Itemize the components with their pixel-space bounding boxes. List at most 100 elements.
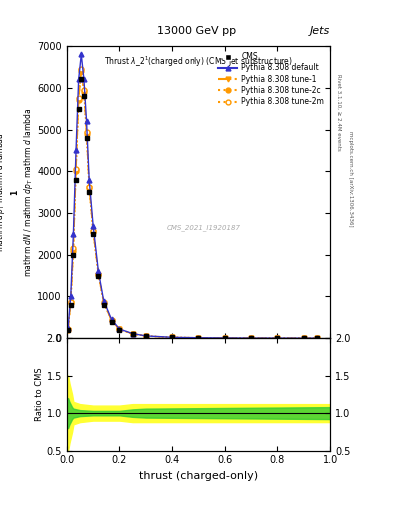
Line: CMS: CMS [66, 77, 320, 340]
CMS [170, 334, 174, 340]
Pythia 8.308 tune-1 [101, 300, 106, 306]
Pythia 8.308 tune-2c [68, 300, 73, 306]
Pythia 8.308 tune-2m [87, 184, 92, 190]
Pythia 8.308 default [79, 51, 84, 57]
Pythia 8.308 default [130, 331, 135, 337]
CMS [71, 252, 76, 258]
Pythia 8.308 tune-1 [130, 331, 135, 337]
Text: Thrust $\lambda\_2^1$(charged only) (CMS jet substructure): Thrust $\lambda\_2^1$(charged only) (CMS… [104, 55, 293, 69]
CMS [314, 335, 319, 341]
Pythia 8.308 tune-1 [66, 327, 70, 333]
Pythia 8.308 default [275, 335, 280, 341]
CMS [66, 327, 70, 333]
Y-axis label: Ratio to CMS: Ratio to CMS [35, 368, 44, 421]
Pythia 8.308 tune-2c [66, 327, 70, 333]
CMS [96, 272, 101, 279]
Text: CMS_2021_I1920187: CMS_2021_I1920187 [167, 224, 241, 230]
Pythia 8.308 tune-1 [96, 272, 101, 278]
Pythia 8.308 default [249, 335, 253, 341]
Text: mcplots.cern.ch [arXiv:1306.3436]: mcplots.cern.ch [arXiv:1306.3436] [348, 132, 353, 227]
Pythia 8.308 default [101, 297, 106, 304]
CMS [130, 331, 135, 337]
Pythia 8.308 tune-1 [76, 97, 81, 103]
Pythia 8.308 default [68, 293, 73, 300]
Pythia 8.308 default [117, 326, 122, 332]
Pythia 8.308 tune-2m [130, 331, 135, 337]
Pythia 8.308 default [87, 177, 92, 183]
Pythia 8.308 tune-1 [196, 335, 201, 341]
X-axis label: thrust (charged-only): thrust (charged-only) [139, 471, 258, 481]
Pythia 8.308 tune-2m [249, 335, 253, 341]
Pythia 8.308 tune-1 [91, 229, 95, 235]
Pythia 8.308 tune-2c [170, 334, 174, 340]
Pythia 8.308 tune-2c [84, 131, 89, 137]
Pythia 8.308 tune-2c [249, 335, 253, 341]
Pythia 8.308 tune-1 [275, 335, 280, 341]
Text: 13000 GeV pp: 13000 GeV pp [157, 26, 236, 36]
Pythia 8.308 default [84, 118, 89, 124]
Pythia 8.308 tune-2c [79, 68, 84, 74]
Pythia 8.308 tune-1 [314, 335, 319, 341]
Pythia 8.308 default [196, 335, 201, 341]
Pythia 8.308 tune-2c [101, 300, 106, 306]
Pythia 8.308 tune-2m [143, 333, 148, 339]
CMS [68, 302, 73, 308]
Pythia 8.308 default [76, 76, 81, 82]
Pythia 8.308 tune-2m [109, 317, 114, 324]
CMS [301, 335, 306, 341]
Pythia 8.308 tune-2m [275, 335, 280, 341]
Pythia 8.308 tune-2c [96, 272, 101, 278]
CMS [196, 335, 201, 341]
Pythia 8.308 tune-2m [314, 335, 319, 341]
Pythia 8.308 tune-2m [76, 95, 81, 101]
Line: Pythia 8.308 tune-1: Pythia 8.308 tune-1 [66, 69, 320, 340]
Pythia 8.308 tune-2c [71, 247, 76, 253]
Pythia 8.308 default [170, 334, 174, 340]
Pythia 8.308 tune-2c [82, 89, 86, 95]
Pythia 8.308 tune-1 [68, 300, 73, 306]
Pythia 8.308 default [91, 222, 95, 228]
Pythia 8.308 tune-2m [68, 299, 73, 305]
Line: Pythia 8.308 tune-2c: Pythia 8.308 tune-2c [66, 69, 320, 340]
Pythia 8.308 default [73, 147, 78, 154]
Pythia 8.308 default [301, 335, 306, 341]
Pythia 8.308 tune-1 [84, 131, 89, 137]
Pythia 8.308 tune-1 [109, 317, 114, 324]
Pythia 8.308 tune-2c [222, 335, 227, 341]
Pythia 8.308 tune-2c [275, 335, 280, 341]
Pythia 8.308 tune-1 [222, 335, 227, 341]
Pythia 8.308 tune-1 [170, 334, 174, 340]
Pythia 8.308 default [71, 231, 76, 237]
Pythia 8.308 tune-2c [117, 326, 122, 332]
Pythia 8.308 tune-2c [87, 185, 92, 191]
CMS [249, 335, 253, 341]
Pythia 8.308 tune-2m [79, 66, 84, 72]
CMS [101, 302, 106, 308]
Pythia 8.308 tune-1 [82, 89, 86, 95]
Pythia 8.308 default [109, 316, 114, 323]
Pythia 8.308 tune-2c [73, 168, 78, 175]
CMS [79, 76, 84, 82]
Pythia 8.308 tune-2m [82, 87, 86, 93]
Pythia 8.308 tune-2c [130, 331, 135, 337]
CMS [73, 177, 78, 183]
Pythia 8.308 tune-1 [117, 326, 122, 332]
Line: Pythia 8.308 default: Pythia 8.308 default [66, 52, 320, 340]
CMS [87, 189, 92, 195]
CMS [84, 135, 89, 141]
Pythia 8.308 tune-1 [301, 335, 306, 341]
CMS [117, 327, 122, 333]
Y-axis label: mathrm $d^2N$
mathrm $d\,p_T$ mathrm $d$ lambda
$\mathbf{1}$
mathrm $dN$ / mathr: mathrm $d^2N$ mathrm $d\,p_T$ mathrm $d$… [0, 108, 35, 277]
Pythia 8.308 tune-1 [71, 247, 76, 253]
Pythia 8.308 tune-2c [91, 229, 95, 235]
Line: Pythia 8.308 tune-2m: Pythia 8.308 tune-2m [66, 67, 320, 340]
Pythia 8.308 tune-1 [87, 185, 92, 191]
CMS [109, 318, 114, 325]
Pythia 8.308 tune-1 [143, 333, 148, 339]
Pythia 8.308 tune-2c [196, 335, 201, 341]
Pythia 8.308 tune-2m [66, 326, 70, 332]
CMS [82, 93, 86, 99]
Pythia 8.308 tune-2c [76, 97, 81, 103]
Pythia 8.308 tune-2c [301, 335, 306, 341]
CMS [222, 335, 227, 341]
